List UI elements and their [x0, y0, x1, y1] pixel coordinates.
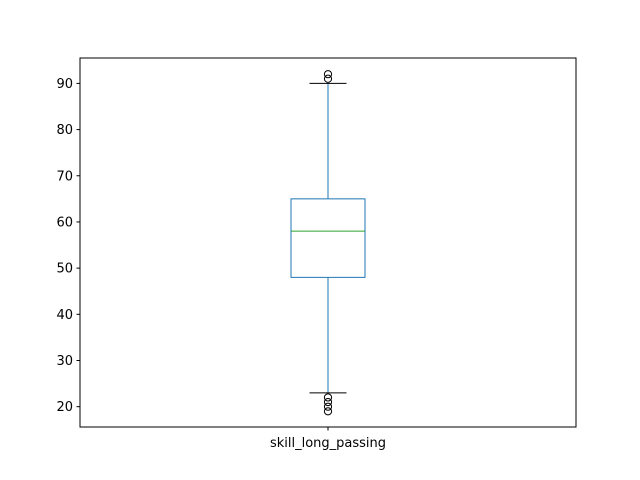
outlier-point [323, 402, 333, 411]
outlier-point [323, 407, 333, 416]
outlier-point [323, 393, 333, 402]
y-tick-label: 70 [56, 169, 73, 184]
y-axis: 20 30 40 50 60 70 80 90 [56, 77, 80, 415]
x-axis: skill_long_passing [270, 427, 386, 451]
iqr-box [290, 198, 366, 278]
outlier-point [323, 70, 333, 79]
y-tick-label: 30 [56, 354, 73, 369]
y-tick-label: 50 [56, 262, 73, 277]
y-tick-label: 60 [56, 215, 73, 230]
plot-area [290, 70, 366, 416]
outlier-point [323, 74, 333, 83]
y-tick-label: 40 [56, 308, 73, 323]
x-tick-label: skill_long_passing [270, 436, 386, 451]
y-tick-label: 80 [56, 123, 73, 138]
y-tick-label: 90 [56, 77, 73, 92]
outlier-point [323, 397, 333, 407]
y-tick-label: 20 [56, 400, 73, 415]
box-group [290, 70, 366, 416]
